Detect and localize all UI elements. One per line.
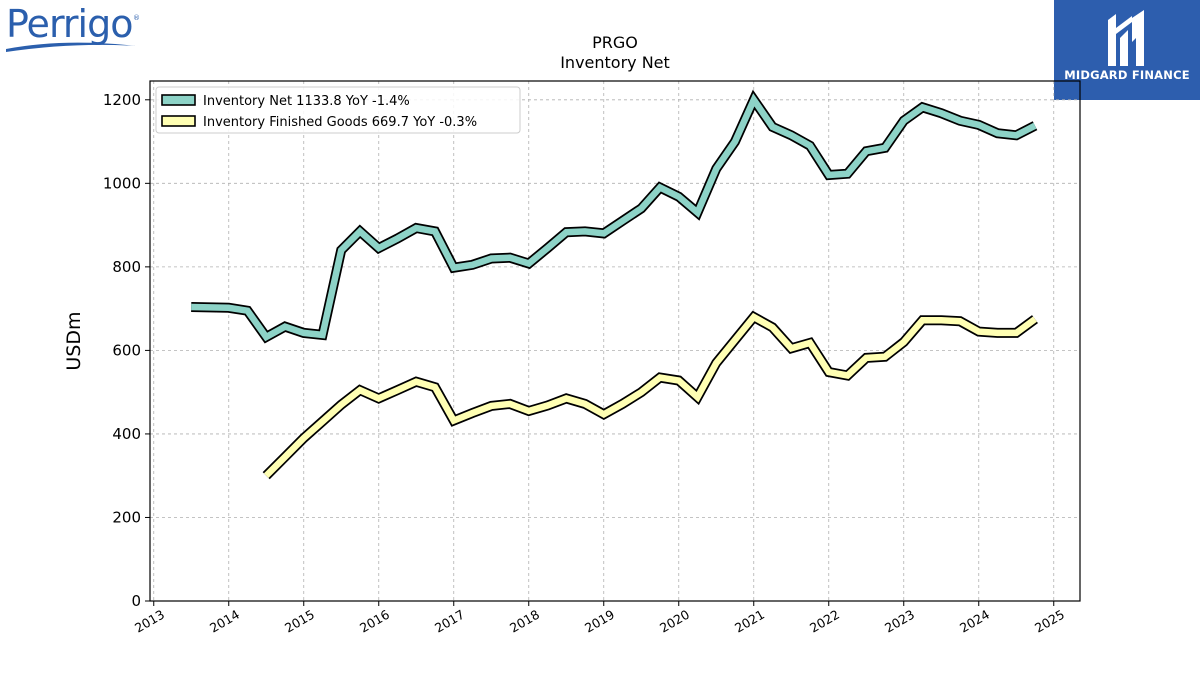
y-tick-label: 400 bbox=[112, 425, 141, 443]
axes: 2013 2014 2015 2016 2017 2018 2019 2020 2021 2022… bbox=[103, 91, 1067, 636]
x-tick-label: 2015 bbox=[282, 607, 317, 636]
x-tick-label: 2025 bbox=[1032, 607, 1067, 636]
y-tick-label: 1000 bbox=[103, 174, 141, 192]
x-tick-label: 2016 bbox=[357, 607, 392, 636]
x-tick-label: 2019 bbox=[582, 607, 617, 636]
y-tick-label: 800 bbox=[112, 258, 141, 276]
x-tick-label: 2020 bbox=[657, 607, 692, 636]
series-layer bbox=[191, 89, 1038, 480]
series-2-line bbox=[263, 312, 1037, 478]
midgard-wordmark: MIDGARD FINANCE bbox=[1064, 68, 1190, 82]
x-tick-label: 2022 bbox=[807, 607, 842, 636]
y-tick-label: 600 bbox=[112, 341, 141, 359]
perrigo-logo: Perrigo ® bbox=[4, 2, 144, 58]
x-tick-label: 2024 bbox=[957, 607, 992, 636]
legend: Inventory Net 1133.8 YoY -1.4% Inventory … bbox=[155, 86, 521, 134]
perrigo-swoosh-icon bbox=[6, 42, 136, 52]
midgard-finance-logo: MIDGARD FINANCE bbox=[1054, 0, 1200, 100]
x-tick-label: 2018 bbox=[507, 607, 542, 636]
midgard-emblem-icon bbox=[1108, 10, 1144, 66]
chart-title: PRGO bbox=[592, 33, 638, 52]
x-tick-label: 2023 bbox=[882, 607, 917, 636]
legend-label: Inventory Finished Goods 669.7 YoY -0.3% bbox=[203, 115, 477, 130]
legend-label: Inventory Net 1133.8 YoY -1.4% bbox=[203, 94, 410, 109]
y-tick-label: 0 bbox=[131, 592, 141, 610]
series-1-line bbox=[191, 93, 1037, 342]
grid-lines bbox=[150, 81, 1080, 602]
legend-box bbox=[155, 86, 521, 134]
perrigo-wordmark: Perrigo bbox=[6, 2, 133, 46]
y-tick-label: 200 bbox=[112, 508, 141, 526]
y-tick-label: 1200 bbox=[103, 91, 141, 109]
legend-swatch bbox=[161, 94, 196, 106]
x-tick-label: 2017 bbox=[432, 607, 467, 636]
chart-subtitle: Inventory Net bbox=[560, 53, 670, 72]
x-tick-label: 2013 bbox=[132, 607, 167, 636]
y-axis-label: USDm bbox=[63, 311, 85, 370]
x-tick-label: 2014 bbox=[207, 607, 242, 636]
x-tick-label: 2021 bbox=[732, 607, 767, 636]
series-1-outline bbox=[191, 89, 1038, 344]
plot-area-frame bbox=[149, 80, 1081, 602]
registered-mark-icon: ® bbox=[133, 14, 140, 22]
legend-swatch bbox=[161, 115, 196, 127]
